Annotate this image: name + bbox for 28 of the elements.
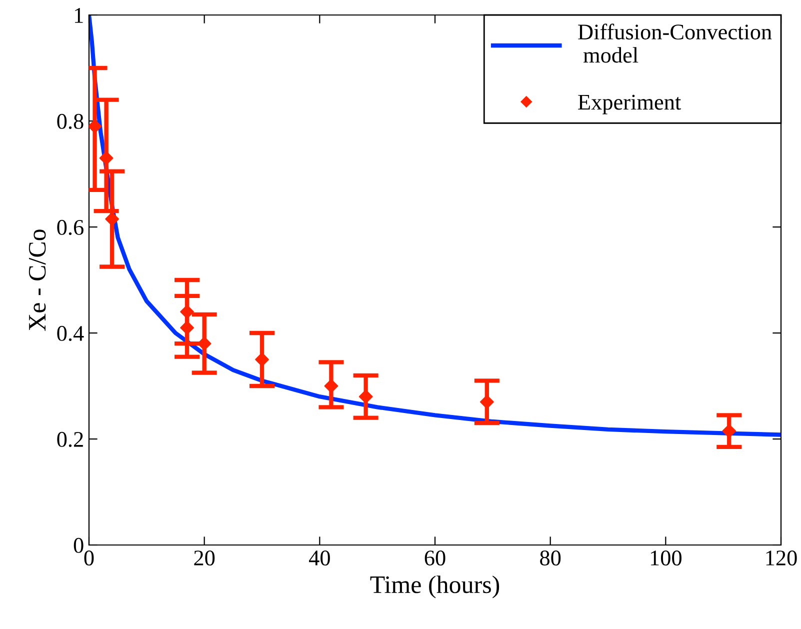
y-tick-label: 1 <box>74 8 83 23</box>
point <box>324 379 338 393</box>
x-tick-label: 20 <box>194 550 215 566</box>
x-tick-label: 120 <box>766 550 797 566</box>
point <box>255 352 269 366</box>
x-tick-label: 0 <box>84 550 94 566</box>
x-tick-label: 60 <box>424 550 446 566</box>
x-tick-label: 100 <box>650 550 682 566</box>
point <box>722 424 736 438</box>
x-tick-label: 40 <box>308 550 330 566</box>
point <box>105 212 119 226</box>
x-axis-title: Time (hours) <box>370 576 500 598</box>
y-tick-label: 0.6 <box>57 220 84 236</box>
y-tick-label: 0.4 <box>57 326 84 342</box>
point <box>180 304 194 319</box>
point <box>358 390 373 404</box>
point <box>480 394 494 409</box>
y-tick-label: 0 <box>74 538 84 553</box>
y-axis-title: Xe - C/Co <box>28 230 46 331</box>
legend-label: Diffusion-Convection model <box>578 24 772 63</box>
point <box>89 119 102 134</box>
x-tick-label: 80 <box>540 550 561 566</box>
y-tick-label: 0.8 <box>57 114 84 130</box>
point <box>180 320 194 335</box>
legend-label: Experiment <box>578 94 682 114</box>
point <box>99 151 114 166</box>
point <box>197 336 212 351</box>
y-tick-label: 0.2 <box>57 432 83 448</box>
